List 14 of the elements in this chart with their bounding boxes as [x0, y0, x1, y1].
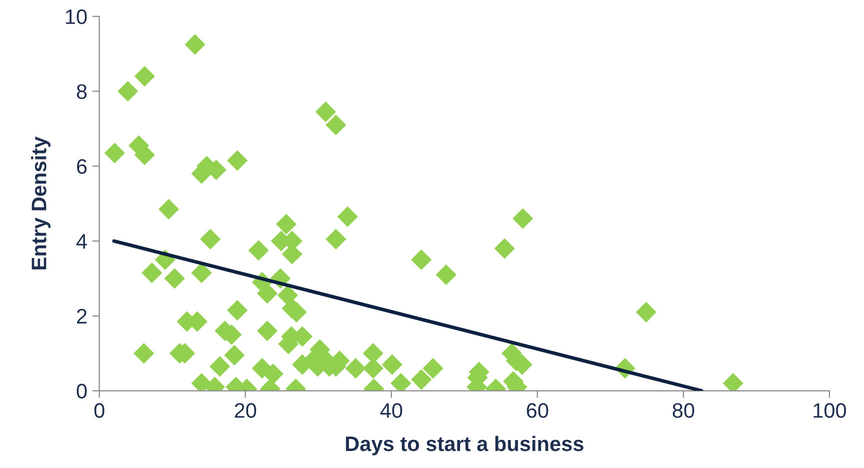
- x-tick-label: 80: [672, 403, 694, 418]
- x-axis-title: Days to start a business: [346, 436, 584, 456]
- y-tick-label: 0: [76, 384, 87, 399]
- y-tick-label: 4: [76, 234, 87, 249]
- y-axis-title: Entry Density: [31, 136, 50, 270]
- x-tick-label: 100: [814, 403, 846, 418]
- x-tick-label: 20: [234, 403, 256, 418]
- y-tick-label: 6: [77, 159, 87, 174]
- x-tick-label: 0: [94, 403, 104, 418]
- y-tick-label: 10: [66, 9, 87, 24]
- y-tick-label: 2: [77, 308, 87, 324]
- x-tick-label: 40: [380, 403, 402, 418]
- y-tick-label: 8: [76, 84, 87, 100]
- x-tick-label: 60: [526, 403, 548, 418]
